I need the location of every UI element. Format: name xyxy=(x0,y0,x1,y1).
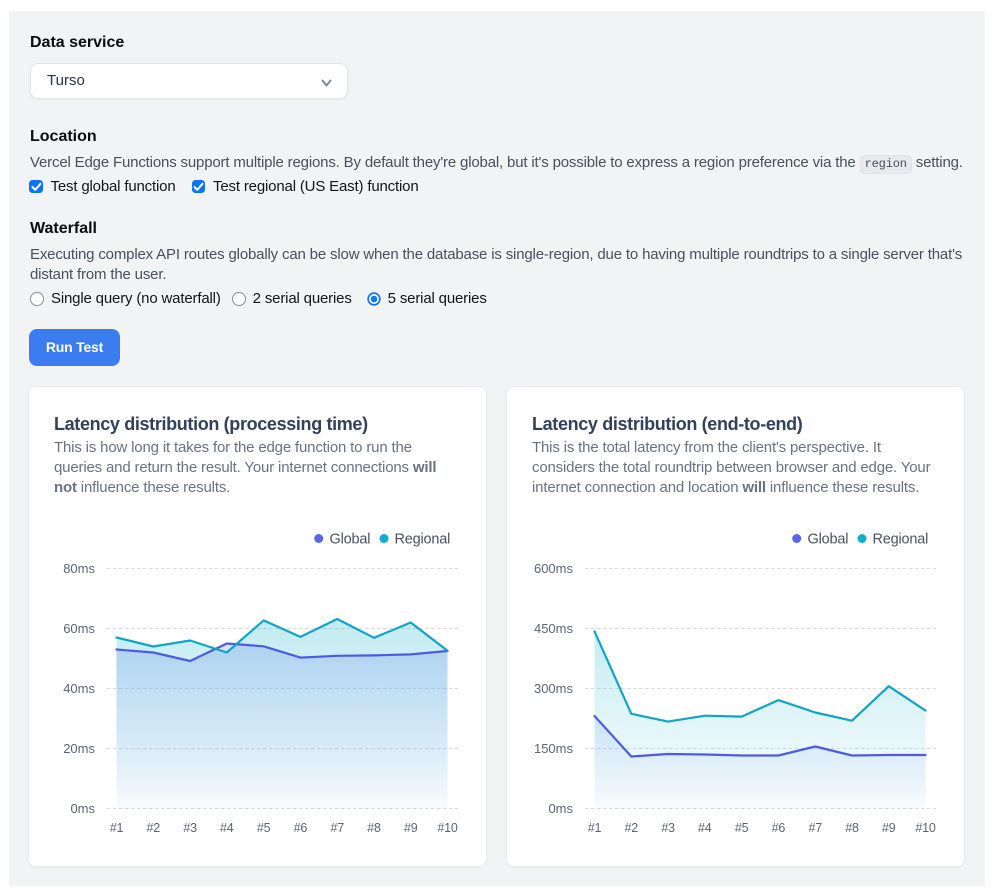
svg-text:#8: #8 xyxy=(845,821,859,835)
svg-text:#1: #1 xyxy=(588,821,602,835)
svg-text:Global: Global xyxy=(808,532,849,548)
svg-text:Global: Global xyxy=(330,532,371,548)
svg-text:#1: #1 xyxy=(110,821,124,835)
svg-text:40ms: 40ms xyxy=(63,681,95,696)
svg-text:Regional: Regional xyxy=(395,532,451,548)
svg-text:#7: #7 xyxy=(330,821,344,835)
svg-text:#10: #10 xyxy=(437,821,458,835)
svg-text:600ms: 600ms xyxy=(534,561,574,576)
svg-text:#4: #4 xyxy=(698,821,712,835)
svg-text:450ms: 450ms xyxy=(534,621,574,636)
svg-text:#9: #9 xyxy=(404,821,418,835)
svg-text:#8: #8 xyxy=(367,821,381,835)
svg-text:#4: #4 xyxy=(220,821,234,835)
svg-text:0ms: 0ms xyxy=(70,801,95,816)
svg-text:#2: #2 xyxy=(625,821,639,835)
svg-text:80ms: 80ms xyxy=(63,561,95,576)
svg-text:60ms: 60ms xyxy=(63,621,95,636)
svg-text:#5: #5 xyxy=(257,821,271,835)
svg-text:300ms: 300ms xyxy=(534,681,574,696)
svg-text:#10: #10 xyxy=(915,821,936,835)
svg-text:#3: #3 xyxy=(183,821,197,835)
svg-text:0ms: 0ms xyxy=(548,801,573,816)
svg-text:20ms: 20ms xyxy=(63,741,95,756)
svg-text:Regional: Regional xyxy=(873,532,929,548)
svg-text:#7: #7 xyxy=(808,821,822,835)
svg-text:#9: #9 xyxy=(882,821,896,835)
svg-text:#3: #3 xyxy=(661,821,675,835)
svg-text:#5: #5 xyxy=(735,821,749,835)
svg-text:#6: #6 xyxy=(294,821,308,835)
svg-text:#2: #2 xyxy=(147,821,161,835)
svg-text:#6: #6 xyxy=(772,821,786,835)
svg-text:150ms: 150ms xyxy=(534,741,574,756)
